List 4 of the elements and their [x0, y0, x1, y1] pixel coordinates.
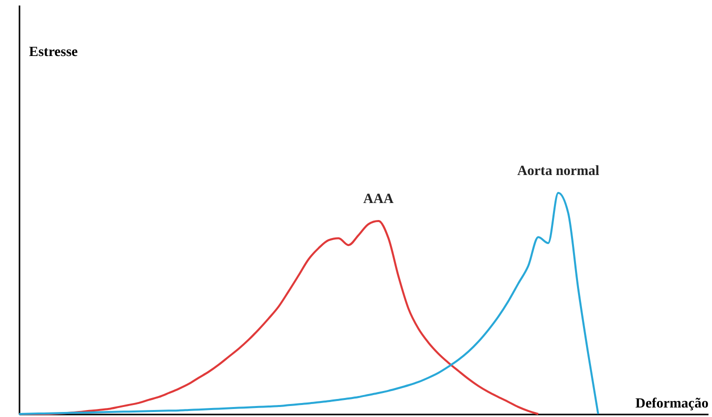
x-axis-title: Deformação	[635, 396, 708, 412]
series-label: Aorta normal	[517, 164, 600, 179]
series-label: AAA	[363, 192, 395, 207]
text: Estresse	[29, 45, 78, 60]
